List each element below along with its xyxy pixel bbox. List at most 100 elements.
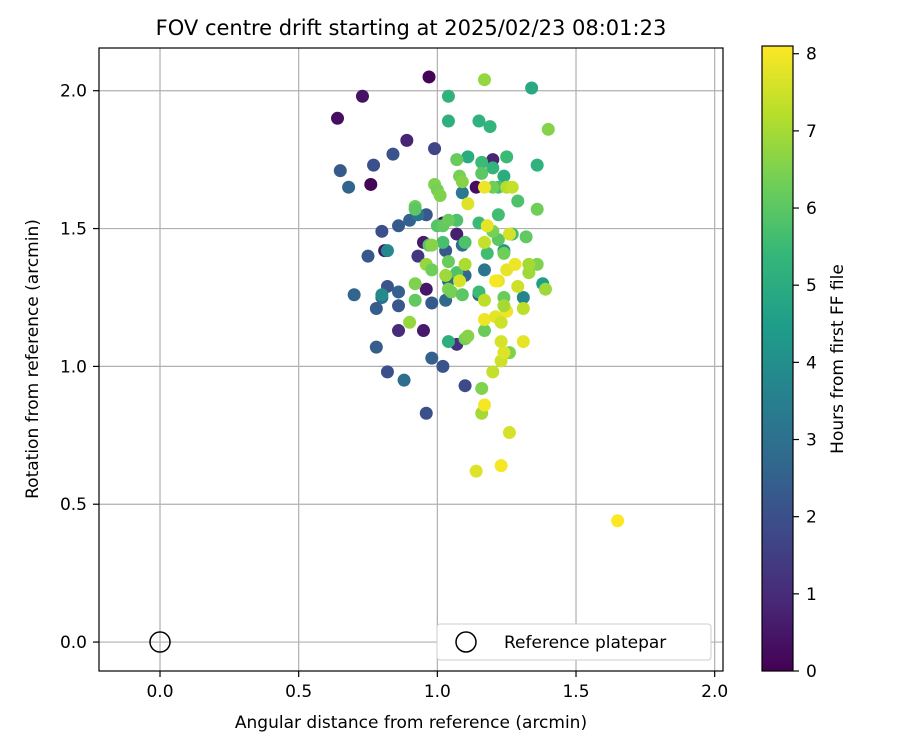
x-axis-label: Angular distance from reference (arcmin) [235, 713, 587, 733]
data-point [477, 73, 491, 87]
data-point [425, 296, 439, 310]
colorbar-label: Hours from first FF file [828, 264, 848, 454]
data-point [475, 381, 489, 395]
data-point [441, 213, 455, 227]
data-point [347, 288, 361, 302]
data-point [450, 227, 464, 241]
data-point [502, 227, 516, 241]
data-point [441, 89, 455, 103]
data-point [422, 70, 436, 84]
data-point [511, 279, 525, 293]
data-point [525, 81, 539, 95]
data-point [494, 459, 508, 473]
colorbar: 0 1 2 3 4 5 6 7 8 Hours from first FF file [761, 45, 848, 682]
data-point [403, 315, 417, 329]
data-point [400, 133, 414, 147]
x-tick-label: 0.5 [285, 682, 312, 702]
data-point [392, 285, 406, 299]
data-point [386, 147, 400, 161]
data-point [367, 158, 381, 172]
data-point [516, 302, 530, 316]
data-point [436, 359, 450, 373]
data-point [397, 373, 411, 387]
data-point [408, 277, 422, 291]
data-point [461, 197, 475, 211]
data-point [441, 114, 455, 128]
data-point [477, 313, 491, 327]
data-point [441, 255, 455, 269]
data-point [508, 257, 522, 271]
data-point [436, 235, 450, 249]
data-point [516, 290, 530, 304]
data-point [500, 150, 514, 164]
legend-label: Reference platepar [504, 633, 666, 653]
y-tick-label: 1.5 [60, 220, 87, 240]
data-point [486, 161, 500, 175]
data-point [375, 288, 389, 302]
data-point [419, 406, 433, 420]
data-point [530, 158, 544, 172]
data-point [461, 329, 475, 343]
data-point [355, 89, 369, 103]
data-point [411, 249, 425, 263]
x-tick-label: 2.0 [701, 682, 728, 702]
data-point [458, 379, 472, 393]
colorbar-tick-label: 2 [806, 508, 817, 528]
data-point [497, 346, 511, 360]
data-point [530, 202, 544, 216]
data-point [611, 514, 625, 528]
data-point [497, 246, 511, 260]
data-point [380, 365, 394, 379]
colorbar-ticks: 0 1 2 3 4 5 6 7 8 [793, 45, 817, 682]
data-point [380, 244, 394, 258]
data-point [361, 249, 375, 263]
data-point [477, 235, 491, 249]
data-point [516, 335, 530, 349]
data-point [428, 142, 442, 156]
colorbar-tick-label: 0 [806, 662, 817, 682]
data-point [477, 180, 491, 194]
colorbar-tick-label: 1 [806, 585, 817, 605]
colorbar-tick-label: 8 [806, 45, 817, 65]
data-point [416, 324, 430, 338]
plot-frame [98, 47, 724, 672]
data-point [480, 246, 494, 260]
data-point [477, 263, 491, 277]
data-point [480, 219, 494, 233]
data-point [497, 299, 511, 313]
data-point [475, 166, 489, 180]
data-point [502, 426, 516, 440]
data-point [489, 274, 503, 288]
data-points [331, 70, 625, 528]
data-point [342, 180, 356, 194]
data-point [441, 335, 455, 349]
data-point [541, 122, 555, 136]
legend-box [436, 623, 712, 661]
data-point [477, 398, 491, 412]
x-tick-label: 1.0 [424, 682, 451, 702]
data-point [458, 235, 472, 249]
x-axis-ticks: 0.0 0.5 1.0 1.5 2.0 [146, 671, 728, 702]
y-tick-label: 2.0 [60, 82, 87, 102]
data-point [461, 150, 475, 164]
data-point [408, 202, 422, 216]
data-point [483, 120, 497, 134]
data-point [408, 293, 422, 307]
data-point [392, 324, 406, 338]
data-point [364, 177, 378, 191]
y-tick-label: 1.0 [60, 357, 87, 377]
colorbar-tick-label: 5 [806, 276, 817, 296]
data-point [519, 230, 533, 244]
y-axis-label: Rotation from reference (arcmin) [23, 219, 43, 499]
data-point [522, 257, 536, 271]
data-point [477, 293, 491, 307]
y-tick-label: 0.5 [60, 495, 87, 515]
y-tick-label: 0.0 [60, 633, 87, 653]
data-point [444, 285, 458, 299]
data-point [486, 365, 500, 379]
colorbar-tick-label: 7 [806, 122, 817, 142]
data-point [392, 219, 406, 233]
colorbar-gradient [761, 45, 794, 672]
data-point [433, 188, 447, 202]
